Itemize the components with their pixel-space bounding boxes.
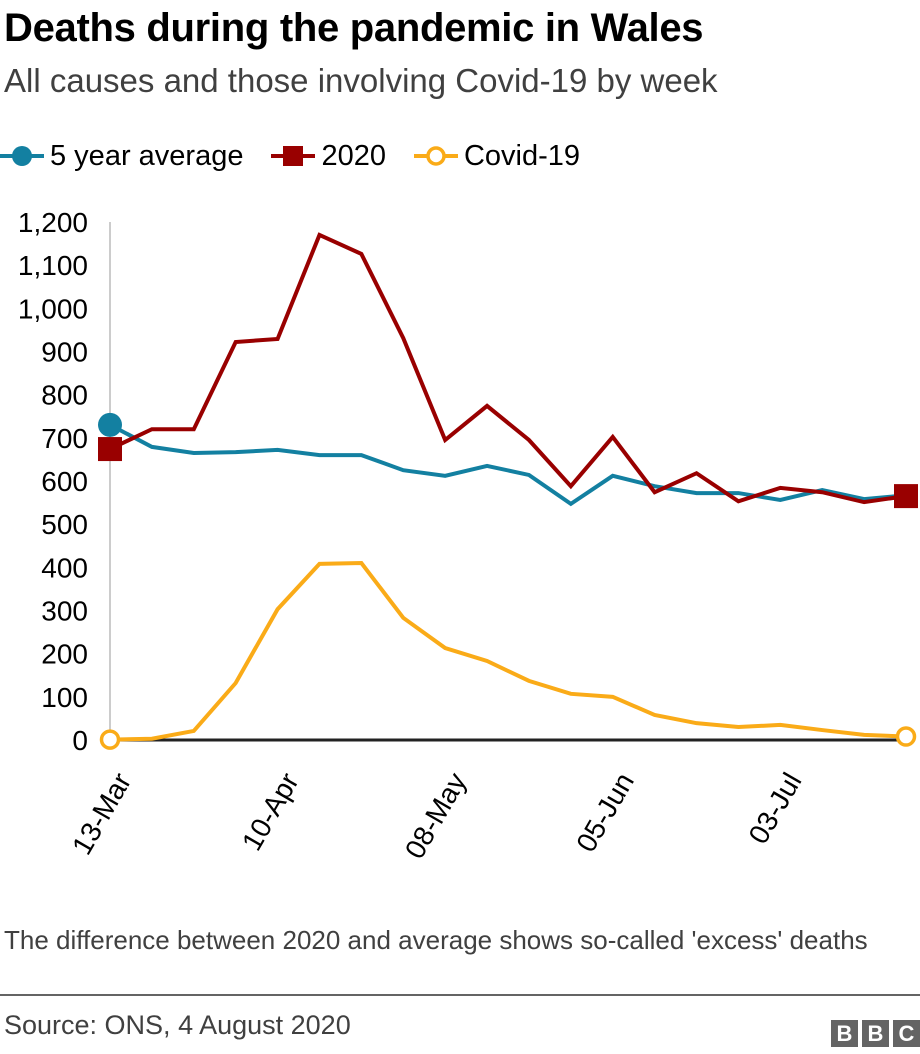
series-line-5-year-average	[109, 423, 907, 507]
x-tick-label: 05-Jun	[570, 768, 640, 858]
data-point-covid-19	[99, 729, 121, 750]
data-point-covid-19	[895, 726, 917, 747]
legend-label: 5 year average	[50, 139, 244, 172]
y-tick-label: 900	[41, 337, 88, 368]
y-tick-label: 600	[41, 466, 88, 497]
legend-item-2020: 2020	[271, 140, 386, 173]
x-axis: 13-Mar 10-Apr 08-May 05-Jun 03-Jul	[66, 768, 808, 864]
series-line-covid-19	[109, 560, 907, 742]
filled-square-marker-icon	[271, 146, 316, 166]
y-tick-label: 1,200	[18, 207, 88, 238]
series-group	[98, 232, 918, 750]
y-tick-label: 1,100	[18, 250, 88, 281]
line-chart: 0 100 200 300 400 500 600 700 800 900 1,000 1,100 1,…	[18, 207, 918, 864]
y-tick-label: 300	[41, 596, 88, 627]
y-tick-label: 100	[41, 682, 88, 713]
y-tick-label: 800	[41, 380, 88, 411]
y-tick-label: 400	[41, 552, 88, 583]
chart-subtitle: All causes and those involving Covid-19 …	[4, 62, 718, 99]
y-tick-label: 500	[41, 509, 88, 540]
source-text: Source: ONS, 4 August 2020	[4, 1010, 351, 1040]
hollow-circle-marker-icon	[413, 146, 458, 166]
bbc-logo-letter: B	[862, 1020, 889, 1047]
legend-item-5-year-average: 5 year average	[0, 140, 243, 173]
data-point-2020	[98, 437, 122, 462]
legend-label: 2020	[321, 139, 386, 172]
x-tick-label: 03-Jul	[743, 768, 808, 850]
y-tick-label: 700	[41, 423, 88, 454]
data-point-5-year-average	[98, 412, 122, 437]
y-tick-label: 0	[72, 725, 88, 756]
bbc-logo-letter: C	[893, 1020, 920, 1047]
x-tick-label: 13-Mar	[66, 768, 137, 860]
chart-note: The difference between 2020 and average …	[4, 925, 868, 955]
chart-title: Deaths during the pandemic in Wales	[4, 6, 704, 50]
y-tick-label: 200	[41, 639, 88, 670]
bbc-logo-letter: B	[831, 1020, 858, 1047]
y-axis: 0 100 200 300 400 500 600 700 800 900 1,000 1,100 1,…	[18, 207, 88, 756]
y-tick-label: 1,000	[18, 293, 88, 324]
data-point-2020	[894, 484, 918, 509]
filled-circle-marker-icon	[0, 146, 44, 166]
legend-label: Covid-19	[463, 139, 581, 172]
footer-divider	[0, 994, 920, 996]
x-tick-label: 10-Apr	[236, 768, 305, 856]
bbc-logo: B B C	[827, 1020, 920, 1047]
x-tick-label: 08-May	[399, 768, 473, 864]
series-line-2020	[109, 232, 907, 505]
legend-item-covid-19: Covid-19	[413, 139, 581, 173]
legend: 5 year average 2020 Covid-19	[0, 136, 608, 176]
